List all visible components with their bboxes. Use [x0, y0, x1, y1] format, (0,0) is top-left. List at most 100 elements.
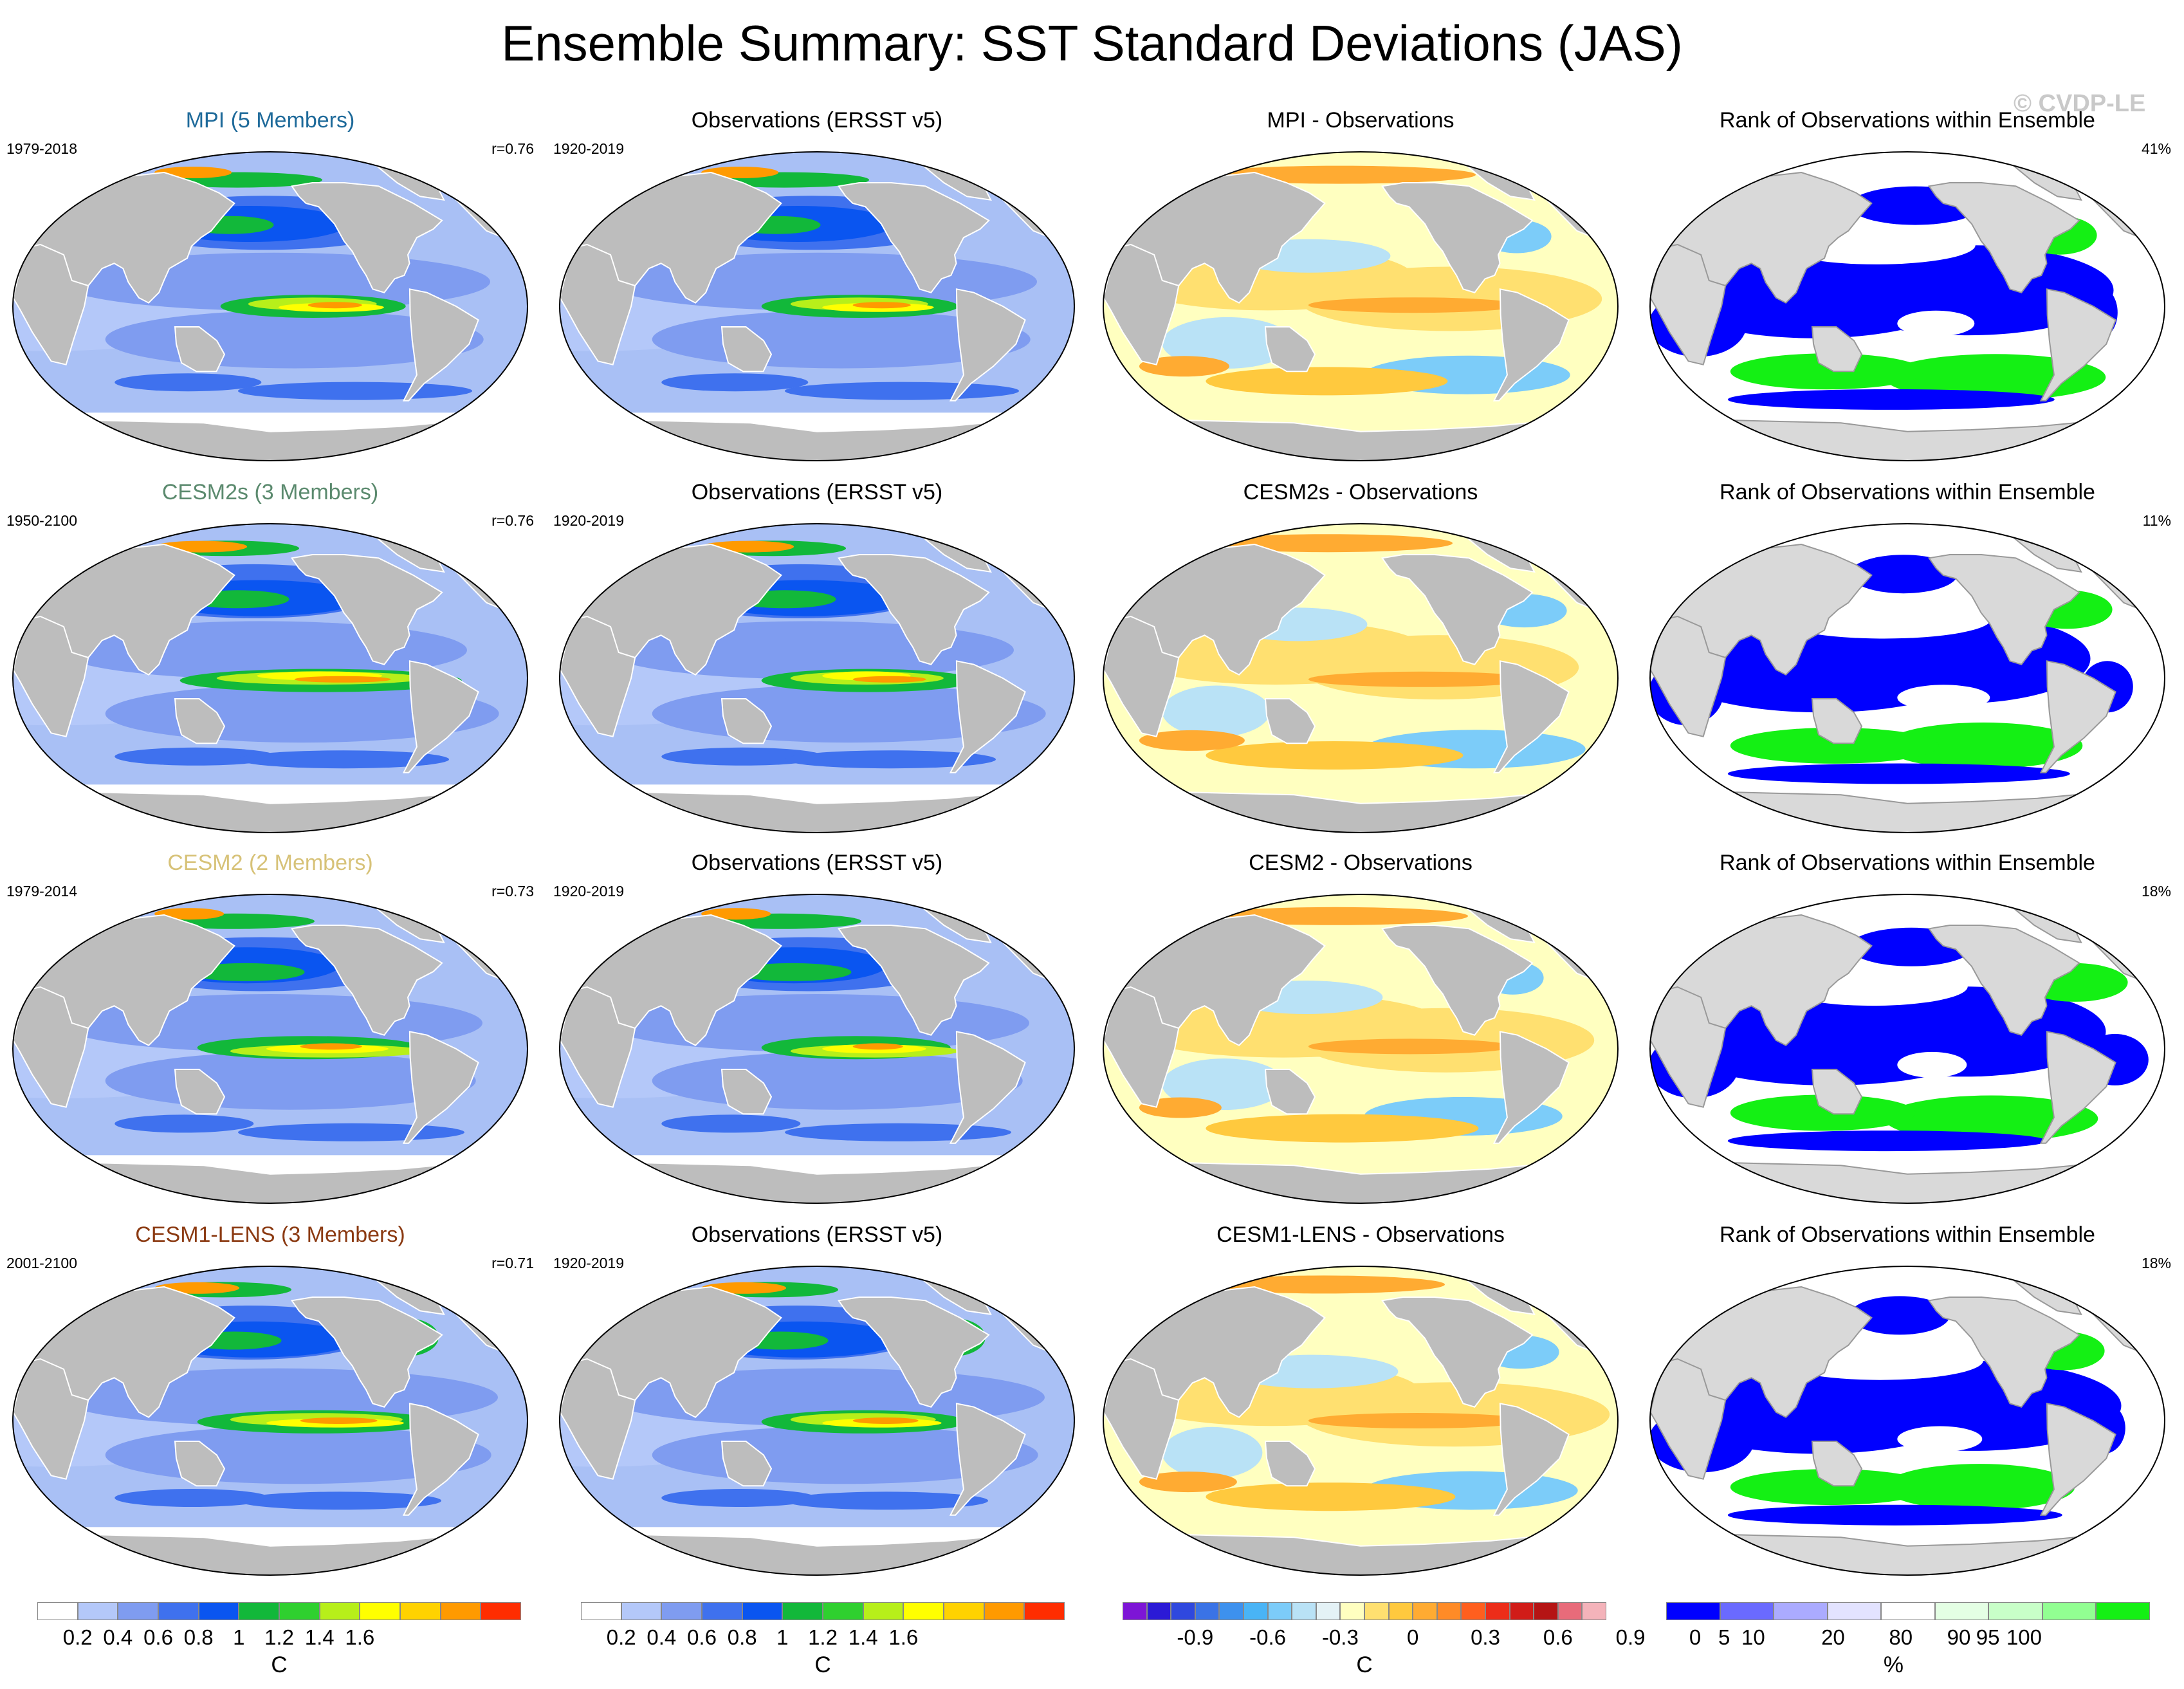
land-africa [13, 243, 89, 365]
period-label: 1920-2019 [553, 512, 624, 529]
field-anomaly-region [115, 1114, 254, 1133]
map-border [1103, 151, 1619, 461]
field-anomaly-region [852, 1043, 903, 1050]
field-anomaly-region [1897, 1426, 1983, 1452]
low-variance-band [560, 1155, 1074, 1175]
colorbar-tick: 0.2 [62, 1625, 93, 1649]
field-anomaly-region [1849, 1296, 1950, 1335]
colorbar-swatch [1413, 1602, 1437, 1620]
land-namerica [1381, 1297, 1534, 1408]
field-anomaly-region [1730, 1469, 1931, 1506]
colorbar-swatches [37, 1602, 521, 1621]
field-anomaly-region [1849, 555, 1958, 594]
rank-percent-label: 11% [2142, 512, 2171, 529]
colorbar-tick: 1.6 [345, 1625, 375, 1649]
colorbar-swatch [319, 1602, 360, 1620]
colorbar-unit: C [814, 1652, 831, 1677]
land-namerica [1927, 1297, 2080, 1408]
land-australia [174, 1441, 226, 1487]
period-label: 1979-2018 [6, 140, 77, 157]
colorbar-swatch [360, 1602, 400, 1620]
panel-title: CESM2s (3 Members) [161, 480, 379, 504]
field-anomaly-region [1206, 1482, 1456, 1511]
colorbar-swatch [1485, 1602, 1510, 1620]
map-border [559, 894, 1075, 1204]
colorbar-tick: 1.6 [888, 1625, 919, 1649]
field-anomaly-region [300, 1043, 362, 1050]
colorbar-swatch [1195, 1602, 1220, 1620]
low-variance-band [13, 412, 528, 432]
colorbar-swatch [440, 1602, 481, 1620]
colorbar-tick: 1.4 [848, 1625, 878, 1649]
field-anomaly-region [1730, 353, 1923, 390]
land-africa [1103, 615, 1180, 737]
low-variance-band [13, 784, 528, 804]
map-border [12, 1266, 528, 1576]
colorbar-tick: 0 [1689, 1625, 1702, 1649]
colorbar-swatch [1316, 1602, 1341, 1620]
field-anomaly-region [852, 1417, 919, 1424]
land-africa [1103, 1358, 1180, 1480]
land-australia [720, 326, 773, 373]
land-namerica [1381, 925, 1534, 1036]
field-anomaly-region [300, 1417, 378, 1424]
land-namerica [290, 1297, 443, 1408]
field-anomaly-region [238, 750, 449, 769]
land-namerica [1927, 925, 2080, 1036]
map-border [1103, 523, 1619, 833]
land-namerica [1927, 554, 2080, 665]
panel-diff-row2: CESM2s - Observations [1097, 480, 1624, 853]
field-anomaly-region [701, 908, 771, 920]
rank-percent-label: 41% [2141, 140, 2171, 157]
low-variance-band [13, 1155, 528, 1175]
land-australia [1811, 1441, 1863, 1487]
low-variance-band [560, 412, 1074, 432]
colorbar-tick: 0.6 [1543, 1625, 1573, 1649]
map-rank-row1 [1649, 151, 2165, 461]
colorbar-swatch [118, 1602, 158, 1620]
low-variance-band [560, 784, 1074, 804]
map-diff-row2 [1103, 523, 1619, 833]
colorbar-swatch [1881, 1602, 1935, 1620]
map-border [1649, 1266, 2165, 1576]
map-rank-row3 [1649, 894, 2165, 1204]
map-rank-row2 [1649, 523, 2165, 833]
colorbar-tick: 1 [233, 1625, 245, 1649]
field-anomaly-region [1162, 1058, 1286, 1111]
field-anomaly-region [785, 1123, 1011, 1141]
land-africa [1650, 986, 1727, 1108]
field-anomaly-region [115, 373, 262, 392]
land-samerica [402, 660, 479, 773]
land-samerica [2039, 660, 2116, 773]
field-anomaly-region [661, 1489, 816, 1507]
land-africa [560, 986, 636, 1108]
land-africa [560, 243, 636, 365]
colorbar-rank: 0 5 10 20 80 90 95 100% [1666, 1602, 2150, 1679]
colorbar-swatch [1123, 1602, 1147, 1620]
panel-obs-row2: Observations (ERSST v5) 1920-2019 [553, 480, 1081, 853]
land-samerica [949, 1031, 1026, 1144]
field-anomaly-region [1206, 741, 1464, 770]
colorbar-tick: 0.4 [647, 1625, 677, 1649]
map-obs-row3 [559, 894, 1075, 1204]
panel-title: Observations (ERSST v5) [691, 851, 943, 875]
field-anomaly-region [1897, 1051, 1967, 1078]
land-australia [1811, 1069, 1863, 1115]
panel-diff-row1: MPI - Observations [1097, 108, 1624, 481]
panel-title: MPI - Observations [1267, 108, 1454, 133]
panel-title: Observations (ERSST v5) [691, 108, 943, 133]
land-africa [13, 986, 89, 1108]
field-anomaly-region [661, 373, 809, 392]
colorbar-swatch [77, 1602, 118, 1620]
field-anomaly-region [115, 747, 277, 766]
colorbar-swatch [399, 1602, 441, 1620]
land-samerica [2039, 288, 2116, 401]
field-anomaly-region [1308, 671, 1535, 687]
colorbar-swatch [1827, 1602, 1882, 1620]
field-anomaly-region [1206, 1114, 1479, 1143]
low-variance-band [560, 1527, 1074, 1547]
map-border [1649, 523, 2165, 833]
map-model-row3 [12, 894, 528, 1204]
colorbar-tick: 0.2 [606, 1625, 636, 1649]
colorbar-tick: 1.2 [264, 1625, 294, 1649]
